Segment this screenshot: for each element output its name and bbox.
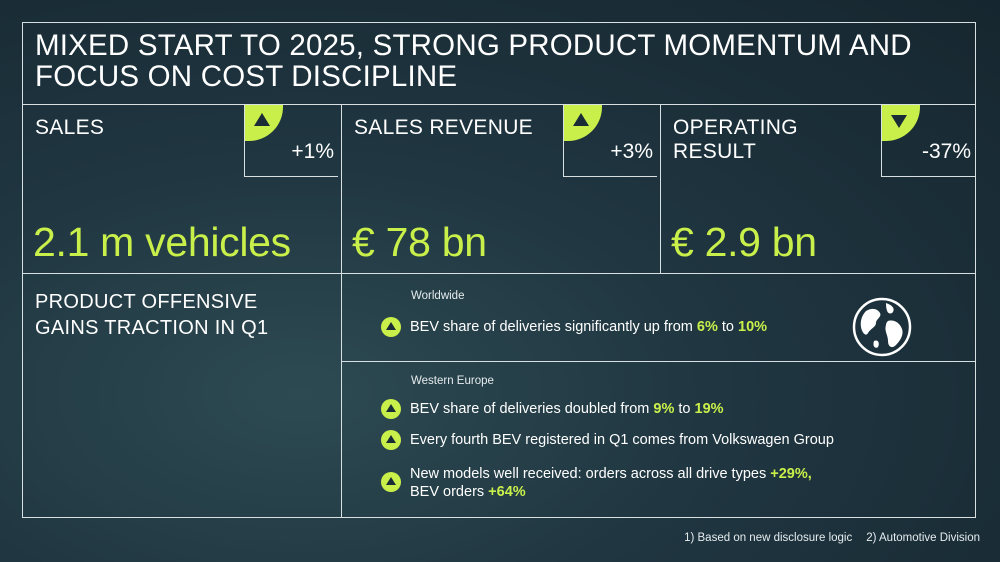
footnote-1: 1) Based on new disclosure logic: [684, 532, 853, 544]
kpi-revenue-change: +3%: [610, 140, 653, 163]
triangle-up-icon: [381, 472, 401, 492]
region-western-europe: Western Europe: [411, 375, 494, 387]
divider-col1: [341, 104, 342, 518]
change-badge: [245, 105, 283, 141]
kpi-revenue-change-box: +3%: [563, 105, 657, 177]
bullet-we-bev-doubled: BEV share of deliveries doubled from 9% …: [381, 399, 724, 419]
divider-regions: [342, 361, 976, 362]
kpi-revenue-label: SALES REVENUE: [354, 116, 533, 139]
bullet-we-new-models: New models well received: orders across …: [381, 465, 812, 501]
region-worldwide: Worldwide: [411, 290, 465, 302]
kpi-sales-change: +1%: [291, 140, 334, 163]
divider-col2: [660, 104, 661, 273]
triangle-up-icon: [573, 113, 589, 126]
footnotes: 1) Based on new disclosure logic 2) Autom…: [684, 532, 980, 544]
kpi-sales-label: SALES: [35, 116, 105, 139]
kpi-revenue-value: € 78 bn: [352, 219, 487, 265]
footnote-2: 2) Automotive Division: [866, 532, 980, 544]
kpi-sales-value: 2.1 m vehicles: [33, 219, 291, 265]
bullet-text: Every fourth BEV registered in Q1 comes …: [410, 432, 834, 448]
product-heading: PRODUCT OFFENSIVE GAINS TRACTION IN Q1: [35, 291, 269, 339]
globe-icon: [852, 297, 912, 357]
divider-title: [22, 104, 976, 105]
kpi-operating-change-box: -37%: [881, 105, 975, 177]
change-badge: [882, 105, 920, 141]
bullet-worldwide-bev: BEV share of deliveries significantly up…: [381, 317, 768, 337]
kpi-sales-change-box: +1%: [244, 105, 338, 177]
triangle-up-icon: [381, 430, 401, 450]
triangle-down-icon: [891, 115, 907, 128]
kpi-operating-change: -37%: [921, 140, 971, 163]
kpi-operating-value: € 2.9 bn: [671, 219, 817, 265]
change-badge: [564, 105, 602, 141]
kpi-operating-label: OPERATING RESULT: [673, 116, 798, 163]
slide-frame: [22, 22, 976, 518]
bullet-we-fourth-bev: Every fourth BEV registered in Q1 comes …: [381, 430, 834, 450]
bullet-text: BEV share of deliveries significantly up…: [410, 319, 768, 335]
bullet-text: New models well received: orders across …: [410, 466, 812, 500]
divider-kpis: [22, 273, 976, 274]
bullet-text: BEV share of deliveries doubled from 9% …: [410, 401, 724, 417]
triangle-up-icon: [254, 113, 270, 126]
slide-title: MIXED START TO 2025, STRONG PRODUCT MOME…: [35, 29, 912, 93]
triangle-up-icon: [381, 399, 401, 419]
triangle-up-icon: [381, 317, 401, 337]
